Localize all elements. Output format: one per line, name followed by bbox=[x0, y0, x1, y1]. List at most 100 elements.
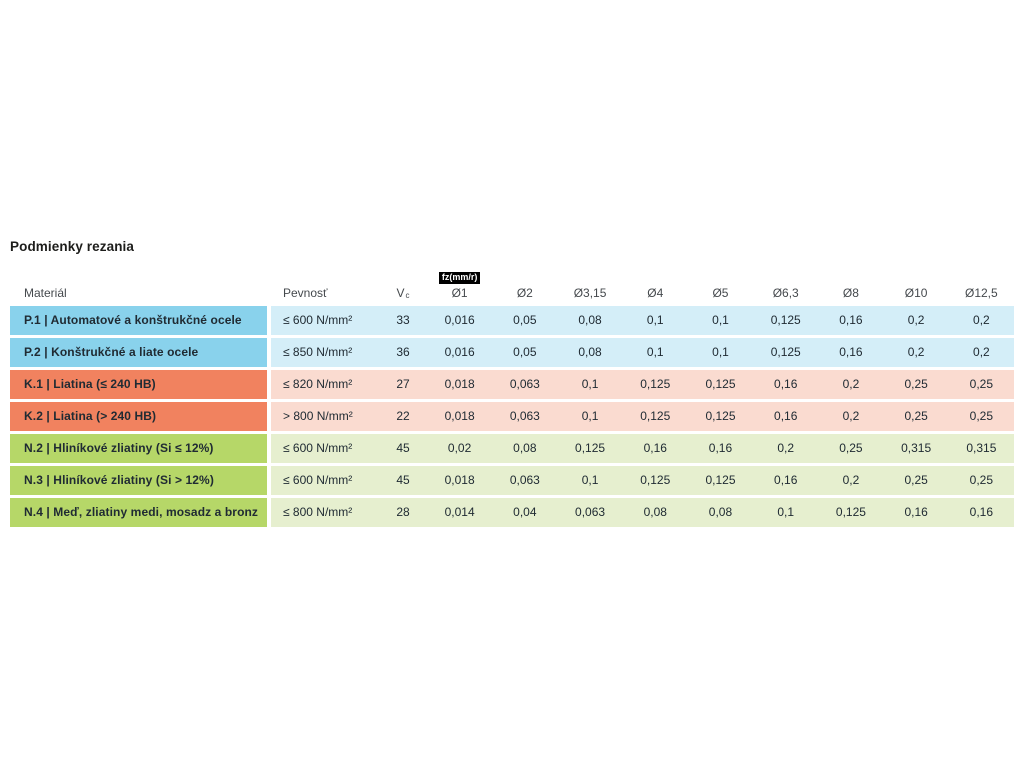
header-diameter-9: Ø12,5 bbox=[965, 286, 998, 300]
feed-value-cell: 0,25 bbox=[969, 377, 994, 391]
feed-value-cell: 0,1 bbox=[777, 505, 795, 519]
feed-value-cell: 0,25 bbox=[969, 473, 994, 487]
page-title: Podmienky rezania bbox=[10, 239, 134, 254]
feed-value-cell: 0,16 bbox=[969, 505, 994, 519]
feed-value-cell: 0,125 bbox=[705, 409, 736, 423]
feed-value-cell: 0,125 bbox=[770, 345, 801, 359]
feed-value-cell: 0,1 bbox=[712, 313, 729, 327]
feed-value-cell: 0,16 bbox=[774, 409, 798, 423]
feed-value-cell: 0,063 bbox=[509, 473, 540, 487]
feed-value-cell: 0,1 bbox=[646, 345, 664, 359]
header-diameter-1: fz(mm/r) Ø1 bbox=[427, 272, 492, 300]
material-cell: P.2 | Konštrukčné a liate ocele bbox=[10, 338, 267, 367]
feed-value-cell: 0,16 bbox=[904, 505, 928, 519]
feed-value-cell: 0,25 bbox=[904, 409, 928, 423]
feed-value-cell: 0,16 bbox=[839, 313, 863, 327]
strength-cell: > 800 N/mm² bbox=[283, 409, 353, 423]
table-row: N.3 | Hliníkové zliatiny (Si > 12%) ≤ 60… bbox=[10, 466, 1014, 495]
strength-cell: ≤ 600 N/mm² bbox=[283, 473, 353, 487]
feed-value-cell: 0,04 bbox=[513, 505, 537, 519]
material-cell: P.1 | Automatové a konštrukčné ocele bbox=[10, 306, 267, 335]
vc-label: V bbox=[396, 286, 405, 300]
feed-value-cell: 0,018 bbox=[444, 473, 475, 487]
feed-value-cell: 0,16 bbox=[774, 473, 798, 487]
header-diameter-6: Ø6,3 bbox=[772, 286, 799, 300]
feed-value-cell: 0,1 bbox=[581, 473, 599, 487]
table-row: N.4 | Meď, zliatiny medi, mosadz a bronz… bbox=[10, 498, 1014, 527]
feed-value-cell: 0,063 bbox=[509, 377, 540, 391]
feed-value-cell: 0,018 bbox=[444, 377, 475, 391]
feed-value-cell: 0,315 bbox=[966, 441, 997, 455]
feed-value-cell: 0,2 bbox=[907, 313, 925, 327]
feed-value-cell: 0,25 bbox=[904, 377, 928, 391]
feed-value-cell: 0,2 bbox=[777, 441, 795, 455]
strength-cell: ≤ 820 N/mm² bbox=[283, 377, 353, 391]
header-diameter-5: Ø5 bbox=[712, 286, 729, 300]
row-values: ≤ 600 N/mm² 45 0,018 0,063 0,1 0,125 0,1… bbox=[271, 466, 1014, 495]
header-material: Materiál bbox=[24, 286, 67, 300]
feed-value-cell: 0,125 bbox=[640, 377, 671, 391]
feed-value-cell: 0,063 bbox=[575, 505, 606, 519]
material-cell: N.2 | Hliníkové zliatiny (Si ≤ 12%) bbox=[10, 434, 267, 463]
strength-cell: ≤ 600 N/mm² bbox=[283, 313, 353, 327]
row-values: ≤ 820 N/mm² 27 0,018 0,063 0,1 0,125 0,1… bbox=[271, 370, 1014, 399]
feed-value-cell: 0,1 bbox=[581, 377, 599, 391]
fz-unit-badge: fz(mm/r) bbox=[438, 272, 481, 284]
row-values: ≤ 800 N/mm² 28 0,014 0,04 0,063 0,08 0,0… bbox=[271, 498, 1014, 527]
feed-value-cell: 0,125 bbox=[705, 473, 736, 487]
feed-value-cell: 0,08 bbox=[708, 505, 733, 519]
strength-cell: ≤ 800 N/mm² bbox=[283, 505, 353, 519]
row-values: ≤ 850 N/mm² 36 0,016 0,05 0,08 0,1 0,1 0… bbox=[271, 338, 1014, 367]
feed-value-cell: 0,02 bbox=[447, 441, 472, 455]
feed-value-cell: 0,125 bbox=[575, 441, 606, 455]
vc-subscript: c bbox=[405, 291, 410, 300]
feed-value-cell: 0,2 bbox=[842, 377, 860, 391]
feed-value-cell: 0,16 bbox=[643, 441, 667, 455]
diameter-label: Ø1 bbox=[451, 286, 468, 300]
feed-value-cell: 0,16 bbox=[839, 345, 863, 359]
feed-value-cell: 0,016 bbox=[444, 313, 475, 327]
feed-value-cell: 0,05 bbox=[513, 313, 537, 327]
strength-cell: ≤ 600 N/mm² bbox=[283, 441, 353, 455]
feed-value-cell: 0,05 bbox=[513, 345, 537, 359]
feed-value-cell: 0,018 bbox=[444, 409, 475, 423]
feed-value-cell: 0,2 bbox=[842, 473, 860, 487]
feed-value-cell: 0,1 bbox=[712, 345, 729, 359]
vc-cell: 28 bbox=[396, 505, 410, 519]
material-cell: K.2 | Liatina (> 240 HB) bbox=[10, 402, 267, 431]
feed-value-cell: 0,063 bbox=[509, 409, 540, 423]
strength-cell: ≤ 850 N/mm² bbox=[283, 345, 353, 359]
material-cell: N.4 | Meď, zliatiny medi, mosadz a bronz bbox=[10, 498, 267, 527]
vc-cell: 45 bbox=[396, 473, 410, 487]
table-row: K.1 | Liatina (≤ 240 HB) ≤ 820 N/mm² 27 … bbox=[10, 370, 1014, 399]
feed-value-cell: 0,125 bbox=[770, 313, 801, 327]
feed-value-cell: 0,16 bbox=[708, 441, 733, 455]
feed-value-cell: 0,08 bbox=[578, 313, 602, 327]
header-diameter-8: Ø10 bbox=[904, 286, 928, 300]
header-diameter-7: Ø8 bbox=[842, 286, 859, 300]
table-row: P.1 | Automatové a konštrukčné ocele ≤ 6… bbox=[10, 306, 1014, 335]
header-diameter-2: Ø2 bbox=[516, 286, 533, 300]
feed-value-cell: 0,08 bbox=[513, 441, 537, 455]
feed-value-cell: 0,2 bbox=[842, 409, 860, 423]
feed-value-cell: 0,25 bbox=[969, 409, 994, 423]
table-row: N.2 | Hliníkové zliatiny (Si ≤ 12%) ≤ 60… bbox=[10, 434, 1014, 463]
table-body: P.1 | Automatové a konštrukčné ocele ≤ 6… bbox=[10, 306, 1014, 527]
header-diameter-4: Ø4 bbox=[647, 286, 664, 300]
feed-value-cell: 0,016 bbox=[444, 345, 475, 359]
vc-cell: 22 bbox=[396, 409, 410, 423]
vc-cell: 45 bbox=[396, 441, 410, 455]
feed-value-cell: 0,014 bbox=[444, 505, 475, 519]
feed-value-cell: 0,2 bbox=[973, 313, 990, 327]
feed-value-cell: 0,125 bbox=[640, 473, 671, 487]
feed-value-cell: 0,1 bbox=[646, 313, 664, 327]
feed-value-cell: 0,315 bbox=[901, 441, 932, 455]
feed-value-cell: 0,125 bbox=[835, 505, 866, 519]
header-diameter-3: Ø3,15 bbox=[573, 286, 607, 300]
header-strength: Pevnosť bbox=[283, 286, 328, 300]
row-values: > 800 N/mm² 22 0,018 0,063 0,1 0,125 0,1… bbox=[271, 402, 1014, 431]
vc-cell: 27 bbox=[396, 377, 410, 391]
